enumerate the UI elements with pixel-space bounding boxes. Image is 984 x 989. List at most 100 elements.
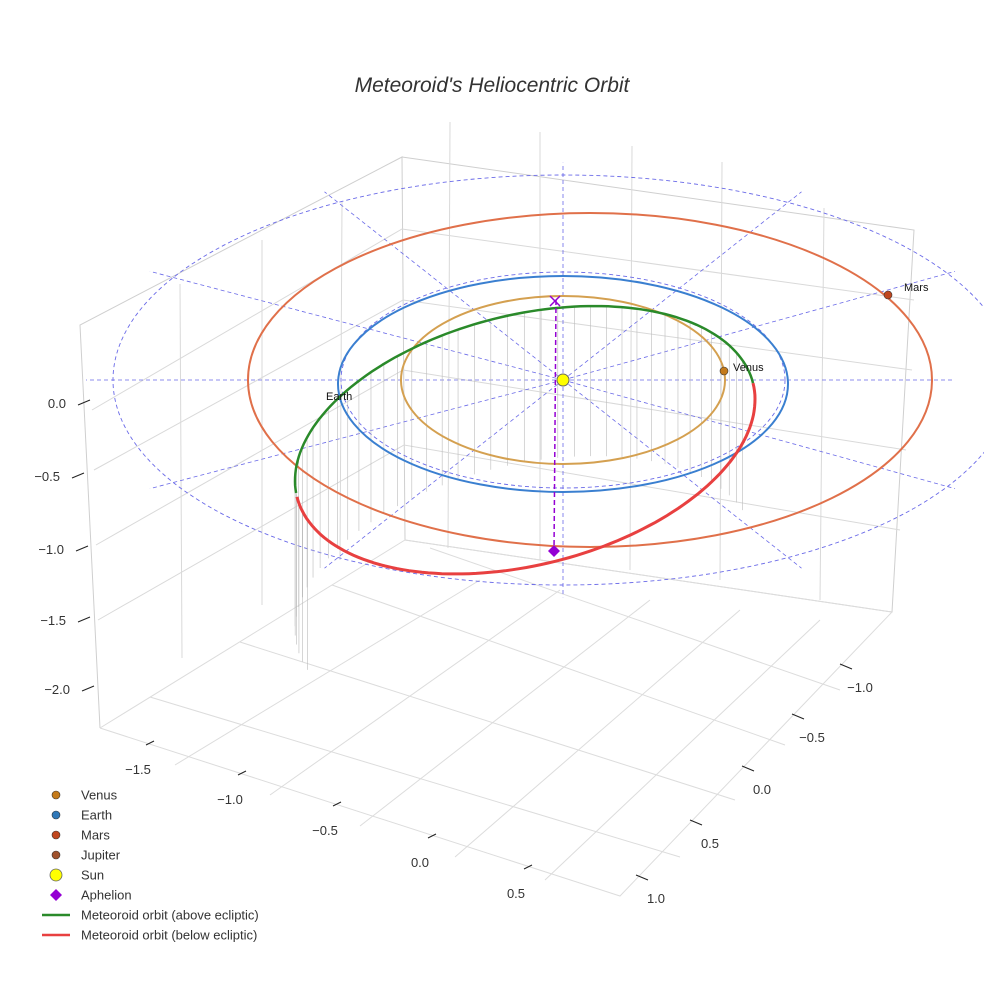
legend-item: Mars [51, 828, 110, 843]
legend-label: Venus [81, 788, 118, 803]
wall-gridline-v [447, 121, 451, 549]
wall-gridline-v [819, 207, 825, 601]
y-tick-label: −1.0 [847, 680, 873, 695]
legend-label: Aphelion [81, 888, 132, 903]
z-tick-mark [77, 399, 91, 406]
floor-gridline [331, 584, 786, 746]
legend-item: Aphelion [50, 888, 132, 903]
x-tick-label: 0.5 [507, 886, 525, 901]
floor-gridline [454, 609, 741, 858]
legend-item: Sun [49, 868, 104, 883]
meteoroid-orbit-below [295, 382, 757, 576]
legend-item: Meteoroid orbit (above ecliptic) [42, 908, 259, 923]
venus-marker [719, 366, 729, 376]
legend-label: Meteoroid orbit (below ecliptic) [81, 928, 257, 943]
wall-gridline-v [629, 145, 633, 571]
legend-item: Meteoroid orbit (below ecliptic) [42, 928, 257, 943]
orbit-earth [337, 275, 789, 493]
y-tick-label: −0.5 [799, 730, 825, 745]
planet-orbits [247, 212, 933, 548]
meteoroid-orbit-above [293, 304, 755, 494]
meteoroid-orbit [293, 304, 757, 576]
wall-gridline-h [93, 299, 913, 471]
y-tick-mark [689, 819, 703, 826]
ecliptic-grid [86, 162, 984, 598]
ecliptic-spoke [324, 379, 564, 569]
y-tick-mark [741, 765, 755, 772]
ecliptic-spoke [562, 379, 956, 490]
y-tick-mark [635, 874, 649, 881]
floor-gridline [269, 589, 561, 796]
x-tick-label: −1.5 [125, 762, 151, 777]
aphelion-projection-marker [549, 295, 561, 307]
floor-gridline [544, 619, 821, 881]
chart-title: Meteoroid's Heliocentric Orbit [354, 74, 630, 97]
mars-marker [883, 290, 893, 300]
legend-item: Earth [51, 808, 112, 823]
x-tick-label: −1.0 [217, 792, 243, 807]
x-tick-mark [332, 801, 342, 807]
legend-label: Jupiter [81, 848, 121, 863]
y-tick-label: 1.0 [647, 891, 665, 906]
back-left-pane [79, 156, 406, 729]
z-tick-mark [81, 685, 95, 692]
legend-label: Sun [81, 868, 104, 883]
planet-label-mars: Mars [904, 282, 929, 294]
legend-marker [51, 790, 61, 800]
x-tick-mark [427, 833, 437, 839]
markers: Venus Earth Mars [326, 282, 929, 557]
ecliptic-spoke [562, 191, 802, 381]
legend-label: Earth [81, 808, 112, 823]
x-tick-mark [523, 864, 533, 870]
x-tick-label: 0.0 [411, 855, 429, 870]
legend-marker [49, 868, 63, 882]
legend-marker [51, 830, 61, 840]
z-tick-label: −0.5 [34, 469, 60, 484]
orbit-mars [247, 212, 933, 548]
wall-gridline-h [97, 444, 901, 621]
floor-gridline [429, 547, 841, 691]
legend-label: Meteoroid orbit (above ecliptic) [81, 908, 259, 923]
y-tick-label: 0.5 [701, 836, 719, 851]
ecliptic-spoke [149, 379, 564, 490]
planet-label-earth: Earth [326, 391, 352, 403]
x-tick-mark [145, 740, 155, 746]
legend: Venus Earth Mars Jupiter Sun Aphelion Meteoroi… [42, 788, 259, 943]
planet-label-venus: Venus [733, 362, 764, 374]
floor-gridline [359, 599, 651, 827]
legend-item: Jupiter [51, 848, 121, 863]
aphelion-marker [548, 545, 560, 557]
y-tick-label: 0.0 [753, 782, 771, 797]
ecliptic-spoke [324, 191, 564, 381]
y-tick-mark [839, 663, 853, 670]
orbit-venus [400, 295, 726, 465]
axis-panes [79, 121, 915, 897]
aphelion-drop-line [553, 299, 557, 553]
floor-gridline [239, 641, 736, 801]
legend-item: Venus [51, 788, 118, 803]
floor-gridline [149, 696, 681, 858]
floor-gridline [174, 579, 481, 766]
z-tick-mark [71, 472, 85, 479]
floor-pane [99, 539, 894, 897]
z-tick-label: −2.0 [44, 682, 70, 697]
z-tick-label: 0.0 [48, 396, 66, 411]
orbit-drop-lines [294, 306, 743, 670]
y-tick-mark [791, 713, 805, 720]
z-tick-mark [75, 545, 89, 552]
wall-gridline-h [91, 228, 915, 411]
sun-marker [556, 373, 570, 387]
x-tick-mark [237, 770, 247, 776]
z-tick-label: −1.0 [38, 542, 64, 557]
z-tick-label: −1.5 [40, 613, 66, 628]
legend-label: Mars [81, 828, 110, 843]
ecliptic-spoke [562, 379, 802, 569]
wall-gridline-v [179, 283, 183, 659]
z-tick-mark [77, 616, 91, 623]
ecliptic-spoke [149, 270, 564, 381]
x-tick-label: −0.5 [312, 823, 338, 838]
legend-marker [51, 850, 61, 860]
legend-marker [51, 810, 61, 820]
